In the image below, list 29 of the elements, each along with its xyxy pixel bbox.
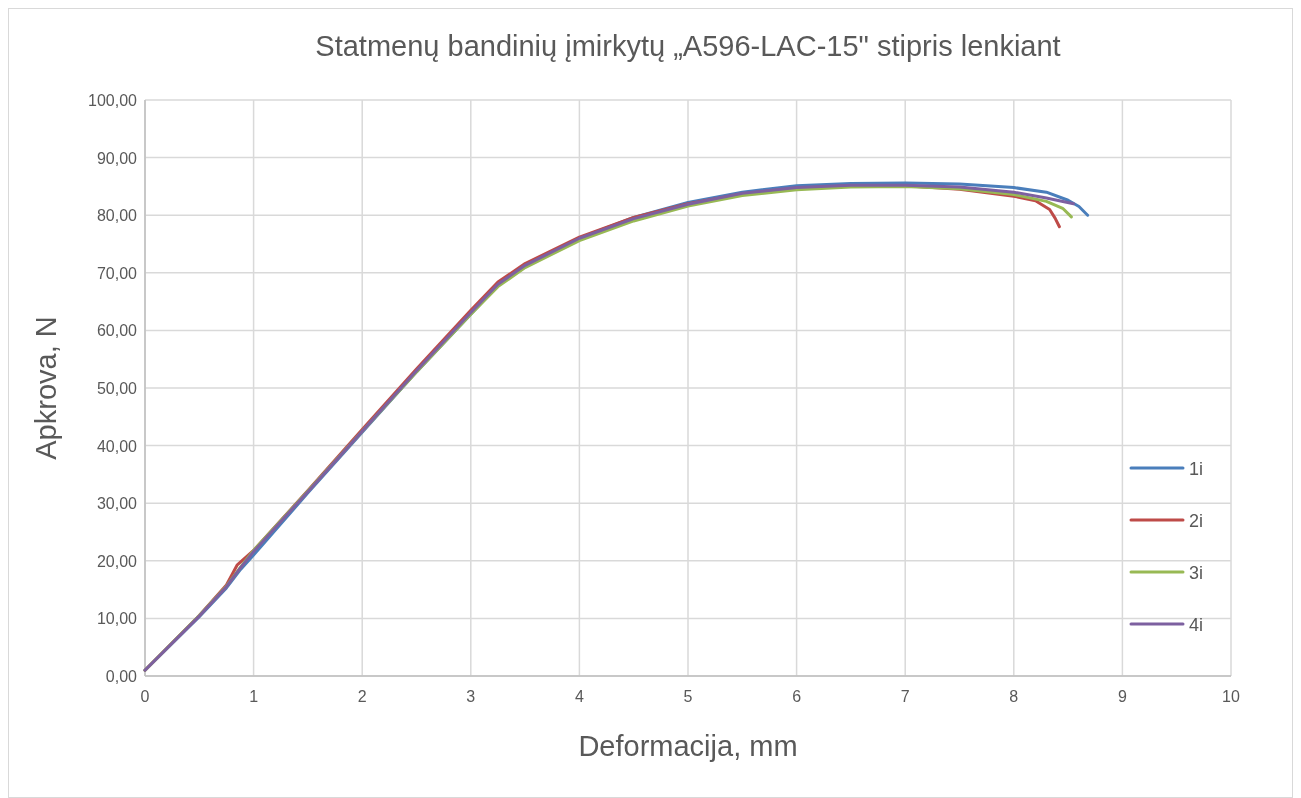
legend-label: 2i bbox=[1189, 511, 1204, 531]
legend-label: 3i bbox=[1189, 563, 1204, 583]
y-tick-label: 60,00 bbox=[96, 322, 138, 340]
x-tick-label: 2 bbox=[357, 688, 367, 705]
x-tick-label: 6 bbox=[792, 688, 802, 705]
x-axis-title: Deformacija, mm bbox=[578, 730, 798, 762]
y-tick-label: 10,00 bbox=[96, 610, 138, 628]
x-tick-label: 0 bbox=[140, 688, 150, 705]
y-tick-label: 100,00 bbox=[88, 92, 138, 109]
y-tick-label: 20,00 bbox=[96, 552, 138, 570]
x-tick-label: 10 bbox=[1222, 688, 1240, 705]
y-tick-label: 0,00 bbox=[105, 668, 138, 685]
x-tick-label: 3 bbox=[466, 688, 476, 705]
chart-title: Statmenų bandinių įmirkytų „A596-LAC-15" stipris lenkiant bbox=[315, 30, 1061, 62]
y-tick-label: 50,00 bbox=[96, 380, 138, 397]
x-tick-label: 5 bbox=[683, 688, 693, 705]
x-tick-label: 4 bbox=[574, 688, 584, 705]
y-tick-label: 30,00 bbox=[96, 495, 138, 513]
y-axis-title: Apkrova, N bbox=[30, 316, 62, 460]
legend-label: 4i bbox=[1189, 615, 1204, 635]
x-tick-label: 8 bbox=[1009, 688, 1019, 705]
x-tick-label: 1 bbox=[249, 688, 259, 705]
y-tick-label: 90,00 bbox=[96, 149, 138, 167]
legend-label: 1i bbox=[1189, 459, 1204, 479]
y-tick-label: 80,00 bbox=[96, 207, 138, 225]
x-tick-label: 9 bbox=[1117, 688, 1127, 705]
y-tick-label: 40,00 bbox=[96, 437, 138, 455]
y-tick-label: 70,00 bbox=[96, 264, 138, 282]
x-tick-label: 7 bbox=[900, 688, 910, 705]
